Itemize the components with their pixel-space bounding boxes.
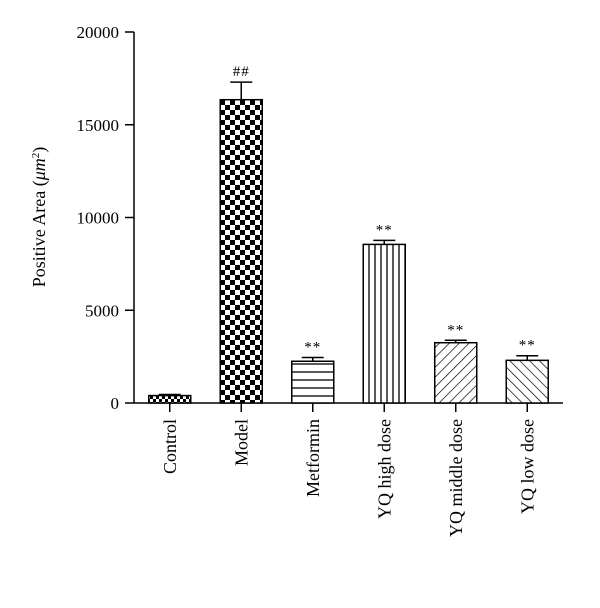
y-tick-label-1: 5000 bbox=[85, 301, 119, 320]
bar-2 bbox=[291, 360, 335, 404]
significance-label-2: ** bbox=[304, 340, 321, 356]
bar-5 bbox=[505, 359, 549, 404]
y-tick-label-2: 10000 bbox=[77, 209, 120, 228]
y-tick-label-0: 0 bbox=[111, 394, 120, 413]
significance-label-5: ** bbox=[519, 338, 536, 354]
category-label-5: YQ low dose bbox=[517, 419, 537, 514]
category-labels-group: Control Model Metformin YQ high dose YQ midd… bbox=[160, 419, 538, 537]
significance-label-1: ## bbox=[233, 64, 250, 80]
y-axis: 0 5000 10000 15000 20000 bbox=[77, 23, 135, 413]
x-axis bbox=[134, 402, 563, 412]
category-label-1: Model bbox=[231, 419, 251, 466]
bar-0 bbox=[148, 394, 192, 404]
category-label-3: YQ high dose bbox=[374, 419, 394, 519]
category-label-0: Control bbox=[160, 419, 180, 474]
bar-3 bbox=[362, 243, 406, 404]
significance-label-3: ** bbox=[376, 222, 393, 238]
category-label-2: Metformin bbox=[303, 419, 323, 497]
bar-4 bbox=[434, 341, 478, 404]
bar-1 bbox=[219, 98, 263, 404]
y-axis-label: Positive Area (μm2) bbox=[29, 147, 50, 288]
category-label-4: YQ middle dose bbox=[446, 419, 466, 537]
significance-label-4: ** bbox=[447, 322, 464, 338]
bars-group: ## ** ** ** ** bbox=[148, 64, 549, 404]
y-tick-label-3: 15000 bbox=[77, 116, 120, 135]
y-tick-label-4: 20000 bbox=[77, 23, 120, 42]
